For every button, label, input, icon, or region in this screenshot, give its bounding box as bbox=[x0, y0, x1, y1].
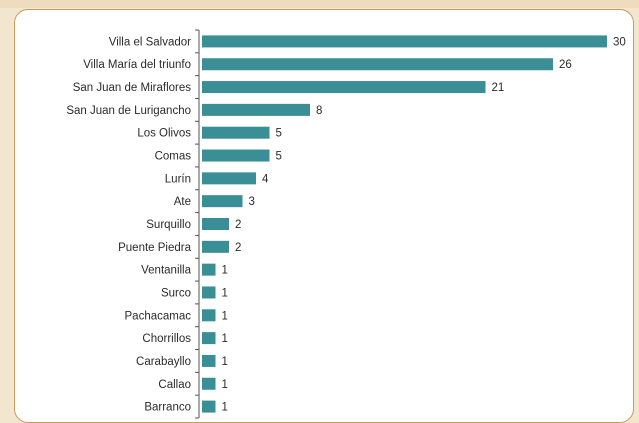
category-label: Puente Piedra bbox=[118, 242, 191, 254]
value-label: 1 bbox=[222, 356, 228, 368]
value-label: 1 bbox=[222, 310, 228, 322]
category-label: Surquillo bbox=[146, 219, 191, 231]
category-label: San Juan de Miraflores bbox=[73, 82, 192, 94]
value-label: 1 bbox=[222, 265, 228, 277]
category-label: Comas bbox=[155, 151, 192, 163]
bar bbox=[202, 149, 270, 162]
bars bbox=[202, 35, 607, 413]
bar bbox=[202, 35, 607, 48]
value-label: 4 bbox=[262, 173, 269, 185]
bar bbox=[202, 332, 216, 345]
value-label: 5 bbox=[276, 128, 282, 140]
bar bbox=[202, 354, 216, 367]
bar bbox=[202, 240, 229, 253]
category-label: San Juan de Lurigancho bbox=[66, 105, 191, 117]
category-axis bbox=[195, 29, 200, 419]
bar bbox=[202, 286, 216, 299]
value-label: 3 bbox=[249, 196, 255, 208]
bar bbox=[202, 377, 216, 390]
value-label: 21 bbox=[492, 82, 505, 94]
category-label: Lurín bbox=[165, 173, 191, 185]
category-label: Villa María del triunfo bbox=[83, 59, 191, 71]
bar bbox=[202, 218, 229, 230]
category-label: Carabayllo bbox=[136, 356, 191, 368]
category-labels: Villa el Salvador Villa María del triunfo… bbox=[66, 36, 191, 413]
bar bbox=[202, 126, 270, 139]
value-label: 2 bbox=[235, 219, 241, 231]
value-label: 30 bbox=[613, 36, 626, 48]
bar bbox=[202, 309, 216, 322]
category-label: Barranco bbox=[144, 402, 191, 414]
bar bbox=[202, 172, 256, 185]
category-label: Callao bbox=[158, 379, 191, 391]
bar bbox=[202, 400, 216, 413]
value-label: 1 bbox=[222, 379, 228, 391]
category-label: Surco bbox=[161, 287, 191, 299]
category-label: Ate bbox=[174, 196, 191, 208]
category-label: Pachacamac bbox=[125, 310, 192, 322]
bar bbox=[202, 263, 216, 276]
category-label: Villa el Salvador bbox=[109, 36, 191, 48]
value-label: 8 bbox=[316, 105, 322, 117]
value-label: 26 bbox=[559, 59, 572, 71]
bar bbox=[202, 81, 486, 94]
chart-card bbox=[14, 9, 634, 423]
value-label: 1 bbox=[222, 287, 228, 299]
bar bbox=[202, 58, 553, 71]
category-label: Chorrillos bbox=[142, 333, 191, 345]
bar bbox=[202, 195, 243, 208]
category-label: Ventanilla bbox=[141, 265, 191, 277]
value-label: 5 bbox=[276, 151, 282, 163]
value-label: 1 bbox=[222, 333, 228, 345]
value-label: 1 bbox=[222, 402, 228, 414]
bar bbox=[202, 103, 310, 116]
category-label: Los Olivos bbox=[137, 128, 191, 140]
value-label: 2 bbox=[235, 242, 241, 254]
top-band bbox=[0, 0, 639, 8]
